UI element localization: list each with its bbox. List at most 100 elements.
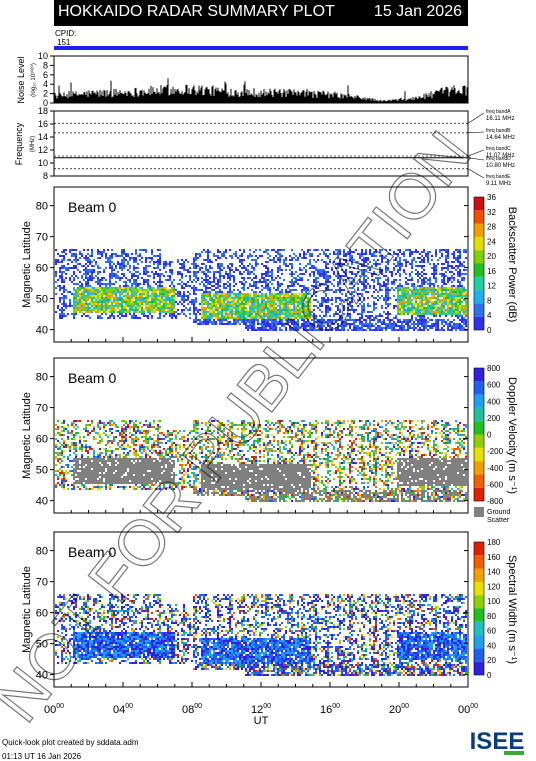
echo-cell <box>405 297 407 299</box>
echo-cell <box>397 269 399 271</box>
echo-cell <box>297 301 299 303</box>
echo-cell <box>415 327 417 329</box>
echo-cell <box>279 305 281 307</box>
echo-cell <box>149 289 151 291</box>
echo-cell <box>241 317 243 319</box>
echo-cell <box>293 305 295 307</box>
echo-cell <box>451 271 453 273</box>
echo-cell <box>85 301 87 303</box>
echo-cell <box>277 305 279 307</box>
echo-cell <box>117 261 119 263</box>
echo-cell <box>189 301 191 303</box>
echo-cell <box>439 295 441 297</box>
echo-cell <box>291 265 293 267</box>
echo-cell <box>333 313 335 315</box>
echo-cell <box>291 327 293 329</box>
echo-cell <box>457 297 459 299</box>
echo-cell <box>177 309 179 311</box>
echo-cell <box>55 452 57 454</box>
echo-cell <box>213 253 215 255</box>
echo-cell <box>233 293 235 295</box>
echo-cell <box>303 267 305 269</box>
echo-cell <box>435 309 437 311</box>
echo-cell <box>237 317 239 319</box>
echo-cell <box>75 255 77 257</box>
echo-cell <box>419 307 421 309</box>
echo-cell <box>127 297 129 299</box>
echo-cell <box>337 327 339 329</box>
echo-cell <box>309 327 311 329</box>
echo-cell <box>217 309 219 311</box>
echo-cell <box>297 283 299 285</box>
echo-cell <box>75 309 77 311</box>
echo-cell <box>385 307 387 309</box>
echo-cell <box>351 297 353 299</box>
echo-cell <box>409 311 411 313</box>
echo-cell <box>189 279 191 281</box>
echo-cell <box>437 285 439 287</box>
echo-cell <box>59 275 61 277</box>
echo-cell <box>89 291 91 293</box>
echo-cell <box>169 299 171 301</box>
echo-cell <box>257 327 259 329</box>
echo-cell <box>217 301 219 303</box>
echo-cell <box>421 315 423 317</box>
echo-cell <box>465 323 467 325</box>
echo-cell <box>111 249 113 251</box>
noise-ytick-label: 4 <box>43 79 48 89</box>
echo-cell <box>71 293 73 295</box>
echo-cell <box>421 261 423 263</box>
echo-cell <box>77 289 79 291</box>
echo-cell <box>407 303 409 305</box>
echo-cell <box>261 263 263 265</box>
echo-cell <box>231 275 233 277</box>
echo-cell <box>409 295 411 297</box>
echo-cell <box>247 287 249 289</box>
echo-cell <box>99 299 101 301</box>
echo-cell <box>115 273 117 275</box>
echo-cell <box>289 269 291 271</box>
echo-cell <box>55 474 57 476</box>
echo-cell <box>347 307 349 309</box>
echo-cell <box>415 291 417 293</box>
echo-cell <box>385 255 387 257</box>
echo-cell <box>429 291 431 293</box>
echo-cell <box>203 303 205 305</box>
echo-cell <box>243 279 245 281</box>
echo-cell <box>429 251 431 253</box>
echo-cell <box>289 327 291 329</box>
echo-cell <box>313 329 315 331</box>
echo-cell <box>317 277 319 279</box>
echo-cell <box>69 301 71 303</box>
echo-cell <box>137 291 139 293</box>
echo-cell <box>387 283 389 285</box>
echo-cell <box>117 291 119 293</box>
echo-cell <box>423 277 425 279</box>
echo-cell <box>121 267 123 269</box>
echo-cell <box>359 253 361 255</box>
echo-cell <box>251 267 253 269</box>
echo-cell <box>105 297 107 299</box>
echo-cell <box>213 303 215 305</box>
echo-cell <box>443 295 445 297</box>
echo-cell <box>327 299 329 301</box>
echo-cell <box>383 281 385 283</box>
echo-cell <box>119 309 121 311</box>
echo-cell <box>339 283 341 285</box>
power-colorbar-tick: 32 <box>487 208 496 217</box>
echo-cell <box>359 323 361 325</box>
power-colorbar-segment <box>474 263 484 277</box>
echo-cell <box>73 249 75 251</box>
echo-cell <box>223 319 225 321</box>
echo-cell <box>369 317 371 319</box>
echo-cell <box>129 309 131 311</box>
echo-cell <box>389 319 391 321</box>
echo-cell <box>337 323 339 325</box>
echo-cell <box>161 287 163 289</box>
echo-cell <box>393 267 395 269</box>
echo-cell <box>149 265 151 267</box>
echo-cell <box>317 321 319 323</box>
echo-cell <box>373 273 375 275</box>
echo-cell <box>87 271 89 273</box>
echo-cell <box>459 251 461 253</box>
